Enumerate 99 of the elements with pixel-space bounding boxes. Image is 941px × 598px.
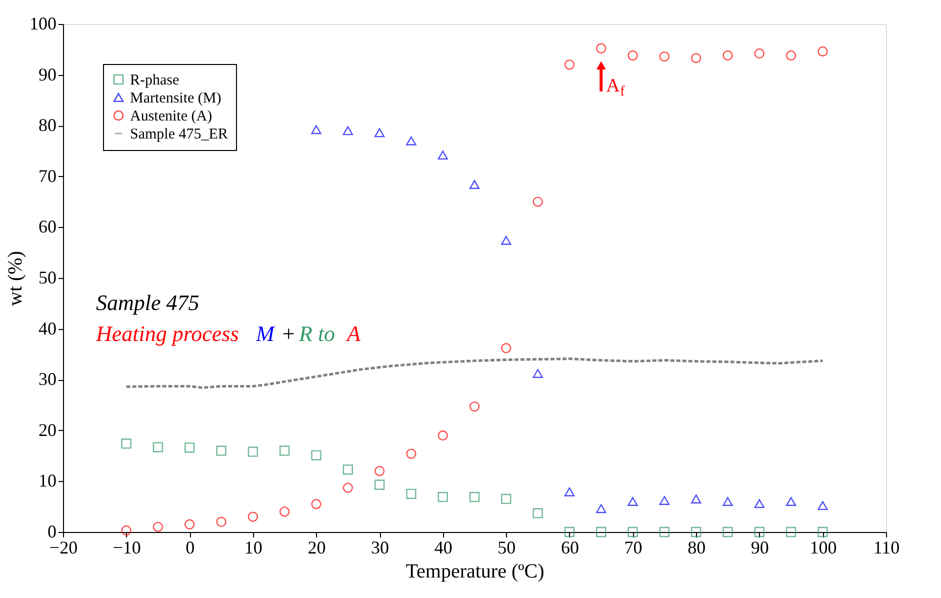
point [691, 52, 702, 64]
point [659, 496, 670, 505]
x-tick-label: 0 [186, 538, 195, 558]
point [564, 487, 575, 496]
point [754, 48, 764, 59]
y-tick-label: 30 [38, 369, 56, 390]
point [818, 501, 828, 510]
point [596, 43, 606, 54]
point [374, 128, 385, 138]
x-tick-label: 50 [498, 538, 516, 558]
point [532, 508, 543, 518]
point [532, 369, 543, 378]
legend-label: Sample 475_ER [130, 126, 228, 142]
x-axis-title: Temperature (ºC) [406, 560, 544, 582]
point [786, 526, 796, 538]
point [659, 526, 670, 538]
annotation: R to [298, 321, 336, 346]
point [691, 494, 702, 504]
point [374, 466, 385, 476]
point [152, 442, 164, 452]
point [501, 494, 512, 504]
point [754, 499, 764, 508]
point [596, 504, 606, 514]
point [184, 442, 195, 453]
point [786, 497, 796, 506]
point [438, 492, 448, 502]
point [818, 526, 828, 538]
point [406, 488, 416, 499]
point [342, 482, 353, 493]
point [501, 343, 512, 354]
point [374, 480, 385, 490]
point [406, 136, 416, 146]
point [786, 50, 796, 61]
point [469, 492, 480, 502]
point [248, 446, 258, 457]
y-tick-label: 50 [38, 268, 56, 288]
line-series [125, 358, 824, 389]
point [438, 430, 448, 441]
point [722, 526, 733, 538]
point [216, 516, 226, 527]
point [311, 498, 322, 510]
point [438, 150, 448, 160]
annotation: A [345, 321, 361, 346]
x-tick-label: 40 [434, 538, 452, 558]
point [659, 51, 670, 62]
x-tick-label: 80 [688, 538, 706, 558]
x-tick-label: 30 [371, 538, 390, 558]
y-tick-label: 20 [38, 420, 56, 440]
point [501, 236, 512, 245]
y-axis-title: wt (%) [4, 251, 26, 306]
point [628, 526, 638, 538]
point [406, 448, 416, 459]
point [280, 506, 290, 517]
point [121, 525, 132, 536]
annotation: Sample 475 [96, 290, 200, 315]
point [691, 526, 702, 538]
y-tick-label: 40 [38, 318, 56, 338]
point [754, 526, 764, 538]
point [342, 464, 353, 475]
annotation: M [255, 321, 276, 346]
y-tick-label: 90 [38, 64, 56, 84]
point [248, 512, 258, 522]
point [564, 60, 575, 70]
point [280, 446, 290, 456]
x-tick-label: −10 [112, 538, 141, 558]
point [216, 446, 226, 456]
point [469, 180, 480, 189]
x-tick-label: 60 [560, 538, 579, 558]
point [722, 497, 733, 506]
legend-label: R-phase [130, 72, 180, 88]
x-tick-label: 90 [750, 538, 769, 558]
point [628, 497, 638, 506]
point [469, 401, 480, 412]
point [596, 526, 606, 538]
x-tick-label: 70 [624, 538, 642, 558]
point [342, 126, 353, 136]
y-tick-label: 70 [38, 166, 56, 186]
point [564, 526, 575, 538]
annotation: + [281, 321, 296, 346]
y-tick-label: 80 [38, 115, 56, 136]
point [184, 519, 195, 530]
point [532, 196, 543, 207]
legend-label: Austenite (A) [130, 108, 212, 124]
y-tick-label: 10 [38, 470, 56, 491]
y-tick-label: 100 [30, 14, 56, 34]
point [311, 125, 322, 134]
x-tick-label: 110 [873, 538, 900, 558]
point [818, 46, 828, 56]
x-tick-label: 20 [308, 538, 326, 558]
x-tick-label: 10 [244, 538, 262, 558]
point [152, 522, 164, 532]
y-tick-label: 60 [38, 216, 56, 237]
legend-label: Martensite (M) [130, 90, 222, 106]
point [121, 438, 132, 449]
annotation: Heating process [95, 321, 239, 346]
point [722, 50, 733, 61]
point [628, 50, 638, 61]
x-tick-label: 100 [810, 538, 837, 558]
point [311, 450, 322, 460]
